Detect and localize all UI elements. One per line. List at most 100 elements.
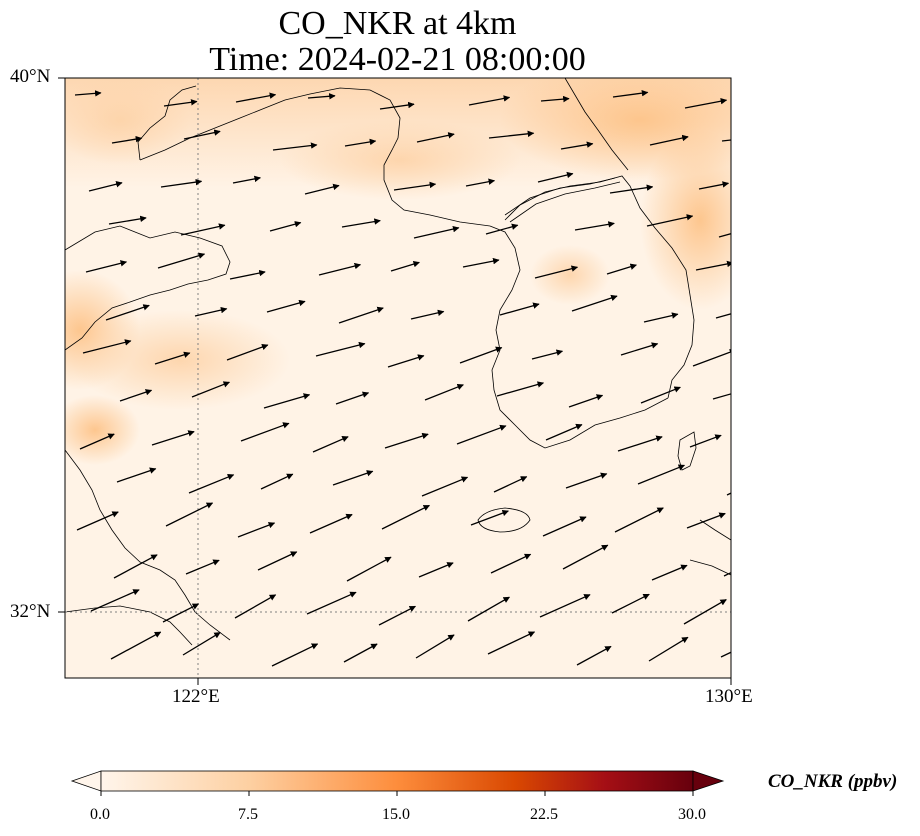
wind-arrow	[487, 631, 536, 655]
wind-arrow	[712, 393, 731, 400]
coastlines	[65, 78, 731, 646]
wind-arrow	[648, 636, 689, 662]
wind-vectors	[74, 89, 731, 667]
wind-arrow	[684, 98, 728, 109]
wind-arrow	[269, 221, 302, 232]
wind-arrow	[683, 599, 727, 625]
gridlines	[65, 78, 731, 678]
wind-arrow	[689, 434, 722, 448]
wind-arrow	[343, 643, 378, 663]
colorbar-tick-3: 22.5	[530, 806, 558, 823]
wind-arrow	[488, 130, 535, 139]
lon-tick-130: 130°E	[705, 686, 753, 707]
wind-arrow	[695, 260, 731, 271]
wind-arrow	[111, 135, 143, 144]
wind-arrow	[191, 381, 231, 398]
wind-arrow	[490, 553, 532, 574]
wind-arrow	[154, 351, 191, 365]
colorbar-gradient	[100, 770, 694, 792]
wind-arrow	[568, 394, 604, 408]
wind-arrow	[456, 424, 507, 445]
wind-arrow	[424, 383, 464, 401]
wind-arrow	[272, 142, 318, 151]
wind-arrow	[576, 645, 612, 666]
wind-arrow	[341, 218, 381, 228]
wind-arrow	[416, 132, 455, 143]
lat-tick-40: 40°N	[10, 66, 51, 87]
wind-arrow	[718, 232, 731, 238]
wind-arrow	[611, 593, 650, 614]
wind-arrow	[470, 510, 509, 526]
colorbar-title: CO_NKR (ppbv)	[768, 771, 898, 792]
colorbar-tick-1: 7.5	[238, 806, 258, 823]
wind-arrow	[226, 343, 269, 361]
wind-arrow	[649, 134, 689, 146]
wind-arrow	[468, 95, 511, 106]
wind-arrow	[344, 138, 377, 147]
wind-arrow	[415, 634, 455, 659]
wind-arrow	[180, 223, 226, 236]
colorbar-tick-0: 0.0	[90, 806, 110, 823]
wind-arrow	[232, 175, 261, 184]
wind-arrow	[110, 631, 162, 660]
wind-arrow	[715, 313, 731, 319]
wind-arrow	[85, 260, 128, 273]
wind-arrow	[116, 467, 157, 483]
wind-arrow	[260, 473, 294, 490]
wind-arrow	[194, 306, 228, 317]
wind-arrow	[378, 605, 416, 626]
wind-arrow	[720, 651, 731, 658]
wind-arrow	[90, 589, 140, 612]
wind-arrow	[614, 507, 664, 533]
wind-arrow	[390, 260, 420, 272]
wind-arrow	[76, 511, 119, 531]
wind-arrow	[640, 386, 681, 404]
wind-arrow	[606, 263, 637, 275]
wind-arrow	[240, 422, 290, 442]
wind-arrow	[307, 93, 336, 100]
wind-arrow	[157, 252, 206, 269]
wind-arrow	[304, 183, 340, 195]
wind-arrow	[338, 306, 384, 324]
wind-arrow	[646, 214, 694, 227]
wind-arrow	[266, 299, 306, 313]
wind-arrow	[571, 294, 618, 312]
wind-arrow	[381, 504, 430, 530]
lat-tick-32: 32°N	[10, 601, 51, 622]
wind-arrow	[462, 257, 500, 268]
wind-arrow	[545, 423, 583, 441]
wind-arrow	[237, 522, 276, 538]
axis-ticks	[58, 77, 732, 685]
wind-arrow	[421, 476, 469, 497]
wind-arrow	[560, 141, 594, 150]
colorbar-tick-2: 15.0	[382, 806, 410, 823]
wind-arrow	[637, 464, 686, 485]
wind-arrow	[105, 304, 150, 321]
concentration-field	[65, 78, 731, 678]
wind-arrow	[309, 513, 353, 534]
wind-arrow	[335, 391, 370, 405]
wind-arrow	[537, 171, 574, 183]
wind-arrow	[346, 556, 392, 582]
wind-arrow	[465, 178, 496, 187]
wind-arrow	[565, 472, 608, 489]
map-title: CO_NKR at 4km	[278, 5, 517, 42]
wind-arrow	[315, 341, 366, 357]
colorbar-tick-4: 30.0	[678, 806, 706, 823]
wind-arrow	[410, 309, 445, 320]
wind-arrow	[574, 221, 615, 231]
wind-arrow	[165, 502, 214, 527]
wind-arrow	[379, 101, 415, 110]
wind-arrow	[162, 603, 200, 623]
wind-arrow	[493, 476, 528, 493]
map-subtitle: Time: 2024-02-21 08:00:00	[209, 41, 586, 78]
wind-arrow	[499, 302, 540, 316]
wind-arrow	[257, 551, 298, 571]
wind-arrow	[485, 223, 519, 235]
wind-arrow	[163, 99, 198, 107]
wind-arrow	[271, 643, 319, 667]
map-frame	[64, 77, 732, 679]
wind-arrow	[686, 512, 726, 529]
